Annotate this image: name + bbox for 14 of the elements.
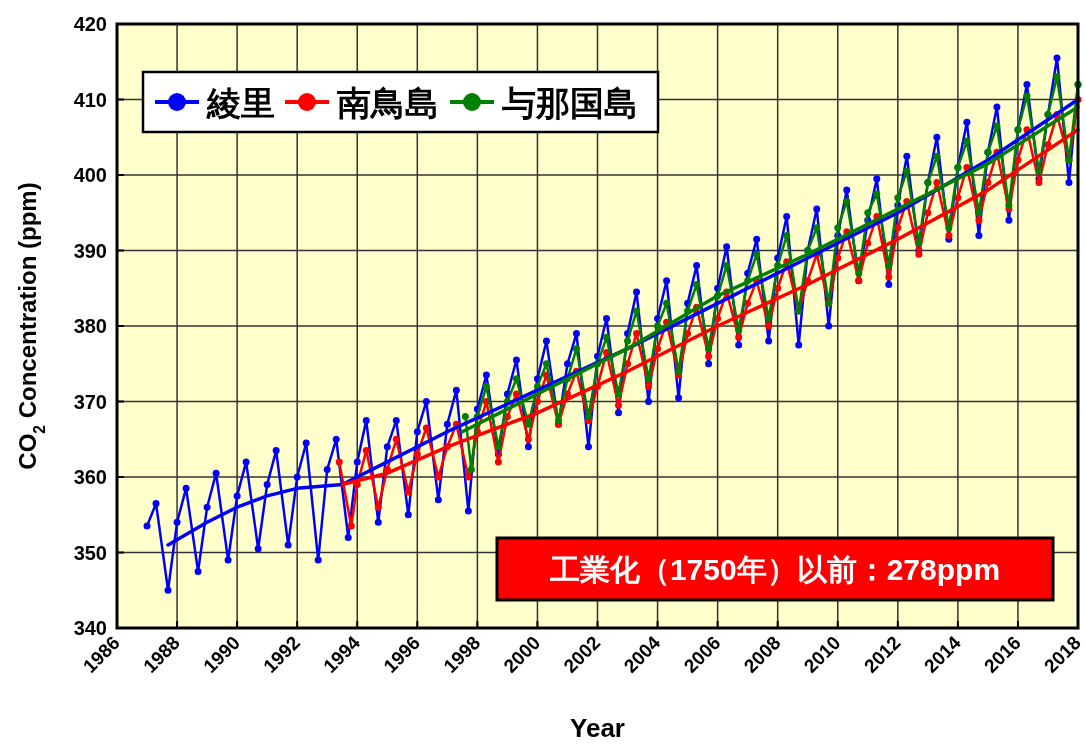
y-tick-label: 390 — [73, 239, 107, 262]
y-tick-label: 360 — [73, 466, 107, 488]
y-tick-label: 420 — [73, 13, 107, 35]
annotation: 工業化（1750年）以前：278ppm — [548, 553, 1001, 586]
y-tick-label: 380 — [73, 315, 107, 337]
y-tick-label: 370 — [73, 390, 107, 413]
y-tick-label: 340 — [73, 617, 107, 639]
x-axis-title: Year — [570, 713, 625, 743]
y-tick-label: 350 — [73, 541, 107, 564]
y-tick-label: 400 — [73, 164, 107, 186]
legend-label: 綾里 — [206, 84, 275, 122]
legend-label: 南鳥島 — [337, 84, 439, 122]
y-tick-label: 410 — [73, 88, 107, 111]
legend-label: 与那国島 — [501, 84, 638, 122]
